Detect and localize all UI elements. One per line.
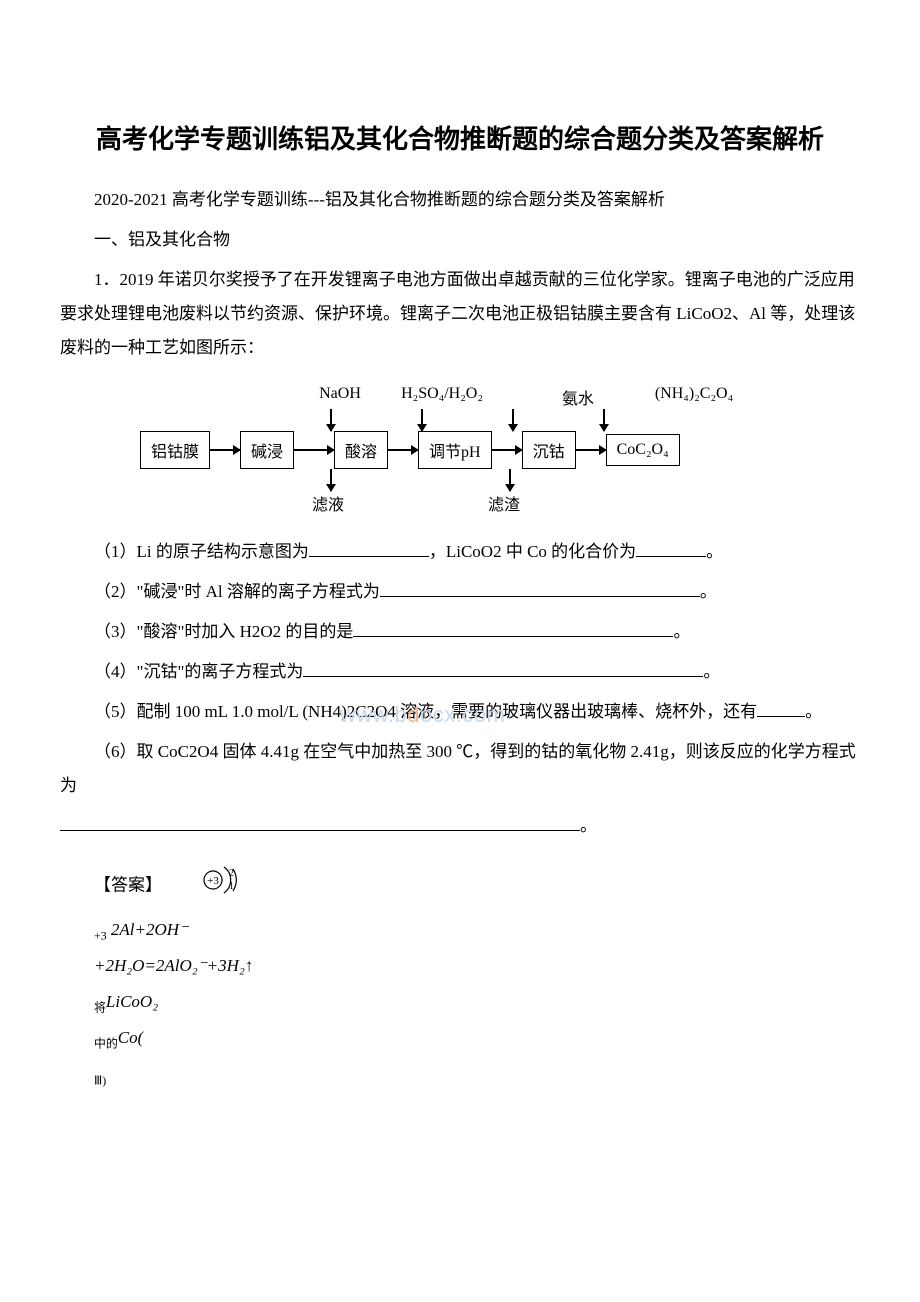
blank [60, 814, 580, 831]
q1-1c: 。 [706, 542, 723, 561]
atom-structure-icon: +3 2 1 [166, 861, 242, 912]
flow-box: 碱浸 [240, 431, 294, 469]
flow-top-label: H₂SO₄/H₂O₂ [392, 385, 492, 409]
q1-4: （4）"沉钴"的离子方程式为。 [60, 655, 860, 689]
flow-box: 酸溶 [334, 431, 388, 469]
q1-1: （1）Li 的原子结构示意图为 ，LiCoO2 中 Co 的化合价为 。 [60, 535, 860, 569]
down-arrow-icon [330, 469, 332, 491]
q1-2: （2）"碱浸"时 Al 溶解的离子方程式为。 [60, 575, 860, 609]
flow-top-label: NaOH [310, 385, 370, 409]
page-title: 高考化学专题训练铝及其化合物推断题的综合题分类及答案解析 [60, 120, 860, 159]
flow-top-label: 氨水 [548, 385, 608, 409]
q1-5: （5）配制 100 mL 1.0 mol/L (NH4)2C2O4 溶液，需要的… [60, 695, 860, 729]
answer-line: 将LiCoO₂ [60, 984, 860, 1020]
answer-label-line: 【答案】 +3 2 1 [60, 861, 860, 912]
blank [303, 660, 703, 677]
answer-line: 中的Co( [60, 1020, 860, 1056]
flow-bottom-label: 滤渣 [488, 491, 520, 515]
down-arrow-icon [330, 409, 332, 431]
answer-line: +2H₂O=2AlO₂⁻+3H₂↑ [60, 948, 860, 984]
down-arrow-icon [421, 409, 423, 431]
answer-line: Ⅲ) [60, 1057, 860, 1093]
blank [309, 540, 429, 557]
down-arrow-icon [603, 409, 605, 431]
blank [757, 700, 805, 717]
q1-6: （6）取 CoC2O4 固体 4.41g 在空气中加热至 300 ℃，得到的钴的… [60, 735, 860, 803]
flow-box: 调节pH [418, 431, 492, 469]
q1-3: （3）"酸溶"时加入 H2O2 的目的是。 [60, 615, 860, 649]
answer-block: 【答案】 +3 2 1 +3 2Al+2OH⁻ +2H₂O=2AlO₂⁻+3H₂… [60, 861, 860, 1093]
right-arrow-icon [210, 449, 240, 451]
blank [380, 580, 700, 597]
right-arrow-icon [388, 449, 418, 451]
flow-top-label: (NH₄)₂C₂O₄ [644, 385, 744, 409]
q1-text: 1．2019 年诺贝尔奖授予了在开发锂离子电池方面做出卓越贡献的三位化学家。锂离… [60, 263, 860, 365]
right-arrow-icon [492, 449, 522, 451]
answer-line: +3 2Al+2OH⁻ [60, 912, 860, 948]
flowchart: NaOH H₂SO₄/H₂O₂ 氨水 (NH₄)₂C₂O₄ 铝钴膜 碱浸 酸溶 … [140, 385, 780, 515]
q1-1a: （1）Li 的原子结构示意图为 [94, 542, 309, 561]
right-arrow-icon [294, 449, 334, 451]
q1-1b: ，LiCoO2 中 Co 的化合价为 [429, 542, 636, 561]
flow-box: 铝钴膜 [140, 431, 210, 469]
flow-bottom-label: 滤液 [312, 491, 344, 515]
down-arrow-icon [509, 469, 511, 491]
down-arrow-icon [512, 409, 514, 431]
right-arrow-icon [576, 449, 606, 451]
flow-box: CoC₂O₄ [606, 434, 680, 466]
blank [353, 620, 673, 637]
section-heading: 一、铝及其化合物 [60, 223, 860, 257]
answer-label: 【答案】 [94, 875, 162, 894]
svg-text:+3: +3 [207, 875, 219, 887]
subtitle: 2020-2021 高考化学专题训练---铝及其化合物推断题的综合题分类及答案解… [60, 183, 860, 217]
flow-box: 沉钴 [522, 431, 576, 469]
blank [636, 540, 706, 557]
q1-6-blank: 。 [60, 809, 860, 843]
